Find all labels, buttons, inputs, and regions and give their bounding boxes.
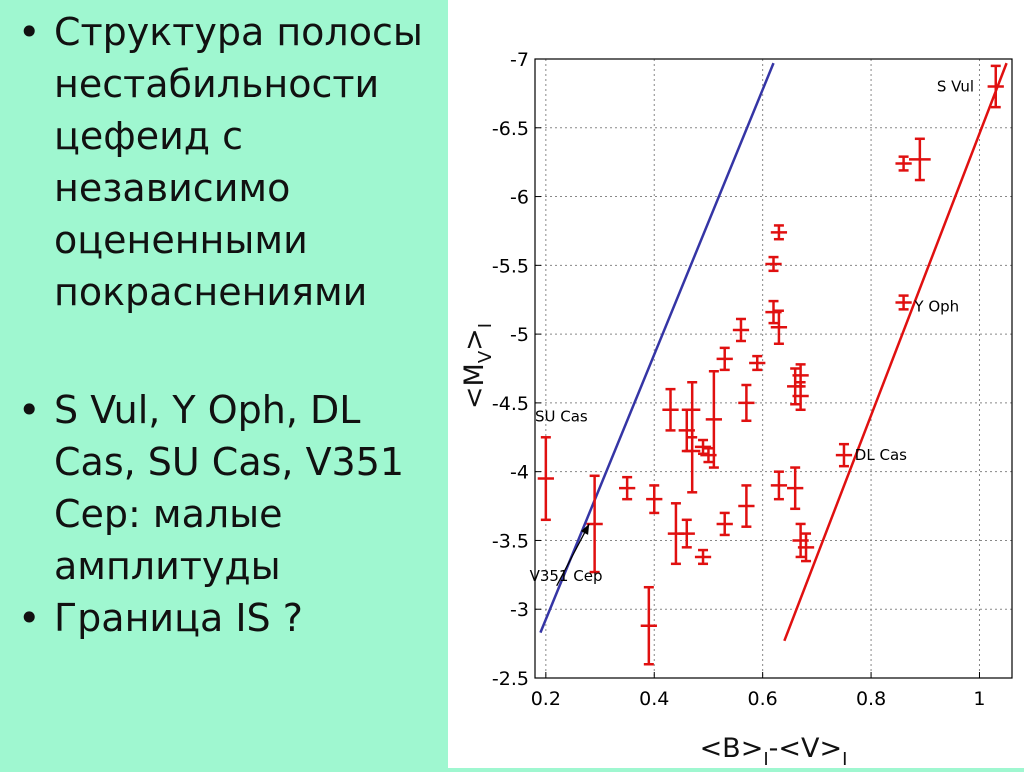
star-label: SU Cas (535, 408, 588, 426)
blue-boundary-line (539, 62, 775, 634)
data-point (738, 383, 755, 423)
bullet-text: Граница IS ? (54, 596, 303, 640)
bullet-dot: • (18, 10, 41, 54)
y-tick-label: -3 (510, 599, 529, 621)
chart-panel: 0.2 0.4 0.6 0.8 1 -7 -6.5 -6 -5.5 -5 -4.5 -4 -3.5 -3 -… (448, 0, 1024, 770)
star-label: S Vul (937, 78, 974, 96)
data-point (770, 309, 788, 345)
y-tick-label: -4.5 (492, 393, 529, 415)
x-tick-label: 0.6 (748, 688, 778, 710)
data-point (835, 442, 853, 468)
bullet-text: S Vul, Y Oph, DL Cas, SU Cas, V351 Cep: … (54, 388, 405, 588)
data-point (909, 137, 931, 182)
x-tick-label: 1 (973, 688, 985, 710)
bullet-list: • Структура полосы нестабильности цефеид … (12, 6, 448, 644)
plot-frame (534, 58, 1013, 679)
data-point (716, 346, 733, 372)
data-point (770, 224, 788, 241)
bullet-item: • Структура полосы нестабильности цефеид … (12, 6, 448, 318)
y-tick-label: -6.5 (492, 118, 529, 140)
y-tick-label: -5.5 (492, 255, 529, 277)
data-point (716, 511, 733, 537)
y-tick-label: -3.5 (492, 530, 529, 552)
data-point (765, 255, 782, 273)
bullet-dot: • (18, 388, 41, 432)
data-point (895, 155, 912, 172)
text-panel: • Структура полосы нестабильности цефеид … (0, 0, 448, 768)
data-point (787, 466, 804, 511)
bullet-text: Структура полосы нестабильности цефеид с… (54, 10, 423, 314)
y-tick-label: -7 (510, 49, 529, 71)
y-tick-label: -2.5 (492, 668, 529, 690)
bullet-item: • S Vul, Y Oph, DL Cas, SU Cas, V351 Cep:… (12, 384, 448, 592)
data-point (738, 484, 755, 528)
red-boundary-line (783, 62, 1008, 642)
x-tick-label: 0.4 (639, 688, 669, 710)
annotation-arrow-head (580, 523, 590, 535)
data-point (586, 474, 603, 574)
data-point (797, 532, 815, 563)
bullet-dot: • (18, 596, 41, 640)
data-point (640, 585, 657, 666)
cepheid-instability-strip-chart: 0.2 0.4 0.6 0.8 1 -7 -6.5 -6 -5.5 -5 -4.5 -4 -3.5 -3 -… (459, 49, 1013, 770)
x-tick-label: 0.2 (531, 688, 561, 710)
data-point (678, 518, 695, 549)
data-point (684, 408, 701, 494)
star-label: DL Cas (855, 446, 907, 464)
annotation-arrow-line (556, 523, 590, 587)
y-tick-label: -4 (510, 462, 529, 484)
y-tick-label: -5 (510, 324, 529, 346)
data-point (705, 370, 723, 469)
data-point (667, 502, 685, 566)
x-tick-label: 0.8 (856, 688, 886, 710)
data-point (987, 64, 1004, 109)
data-point (732, 317, 750, 343)
data-point (619, 475, 636, 501)
data-point (749, 354, 766, 372)
y-axis-label: <MV>I (459, 323, 496, 409)
x-axis-label: <B>I-<V>I (700, 733, 848, 768)
data-point (792, 381, 809, 412)
data-point (537, 436, 554, 522)
bullet-item: • Граница IS ? (12, 592, 448, 644)
data-point (694, 548, 712, 566)
data-point (646, 484, 663, 515)
data-point (895, 294, 912, 311)
y-tick-label: -6 (510, 187, 529, 209)
data-point (770, 470, 788, 501)
data-point (694, 438, 712, 456)
star-label: V351 Cep (530, 567, 603, 585)
data-point (662, 387, 679, 432)
star-label: Y Oph (913, 298, 959, 316)
data-point (700, 447, 717, 464)
